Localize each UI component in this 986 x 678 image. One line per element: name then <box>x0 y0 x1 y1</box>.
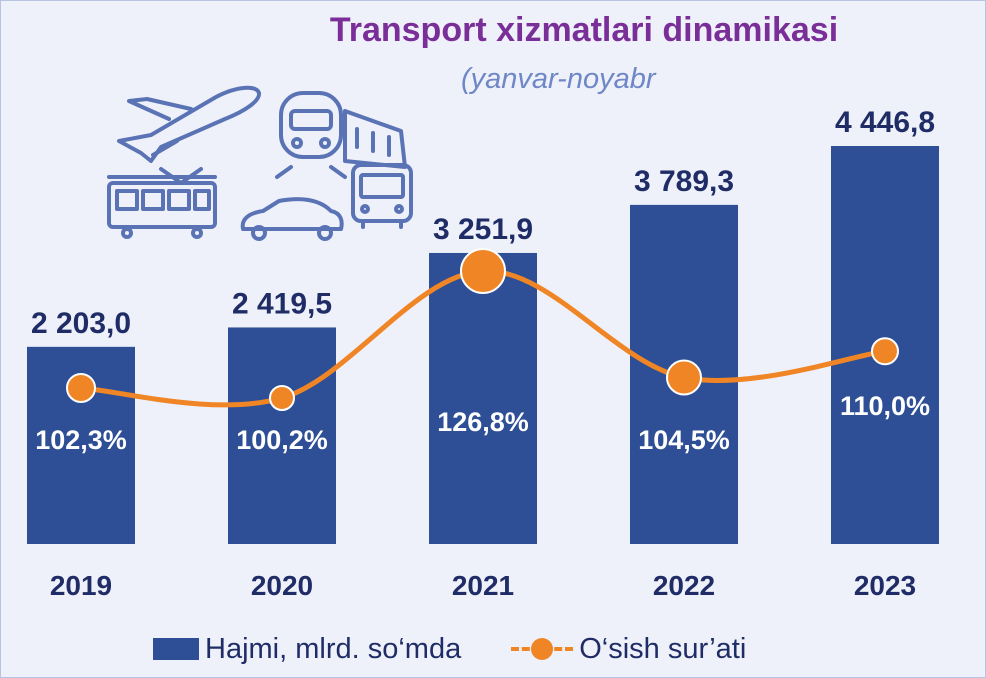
growth-value-label: 102,3% <box>35 425 127 455</box>
bar-2021 <box>429 252 537 544</box>
x-axis-ticks: 2019 2020 2021 2022 2023 <box>50 570 916 601</box>
car-icon <box>240 197 344 241</box>
bar-value-label: 2 203,0 <box>31 307 131 340</box>
chart-title: Transport xizmatlari dinamikasi <box>329 11 839 49</box>
bar-2020 <box>228 327 336 544</box>
airplane-icon <box>117 85 261 163</box>
growth-point <box>460 248 506 294</box>
x-tick-label: 2022 <box>653 570 715 601</box>
growth-point <box>66 372 96 403</box>
growth-value-labels: 102,3% 100,2% 126,8% 104,5% 110,0% <box>35 391 930 455</box>
bar-value-label: 4 446,8 <box>835 106 935 139</box>
tram-icon <box>107 167 217 239</box>
transport-icons <box>107 85 413 241</box>
growth-point <box>871 337 899 366</box>
x-tick-label: 2021 <box>452 570 514 601</box>
legend-label-growth: O‘sish sur’ati <box>579 632 747 665</box>
legend: Hajmi, mlrd. so‘mda O‘sish sur’ati <box>153 628 746 670</box>
bar-value-label: 2 419,5 <box>232 287 332 320</box>
x-tick-label: 2020 <box>251 570 313 601</box>
growth-point <box>666 359 702 396</box>
x-tick-label: 2023 <box>854 570 916 601</box>
bar-value-label: 3 251,9 <box>433 213 533 246</box>
legend-item-growth: O‘sish sur’ati <box>511 633 746 666</box>
chart-subtitle: (yanvar-noyabr <box>461 63 656 95</box>
legend-swatch-bar <box>153 638 199 660</box>
growth-value-label: 104,5% <box>638 425 730 455</box>
growth-value-label: 110,0% <box>840 391 930 421</box>
legend-item-volume: Hajmi, mlrd. so‘mda <box>153 633 461 666</box>
growth-value-label: 100,2% <box>236 425 328 455</box>
growth-value-label: 126,8% <box>437 407 529 437</box>
growth-point <box>269 385 295 411</box>
bar-value-label: 3 789,3 <box>634 165 734 198</box>
bus-icon <box>351 163 413 229</box>
growth-series <box>66 248 899 411</box>
bar-value-labels: 2 203,0 2 419,5 3 251,9 3 789,3 4 446,8 <box>31 106 935 340</box>
legend-swatch-line <box>511 638 574 660</box>
legend-label-volume: Hajmi, mlrd. so‘mda <box>205 632 462 665</box>
x-tick-label: 2019 <box>50 570 112 601</box>
